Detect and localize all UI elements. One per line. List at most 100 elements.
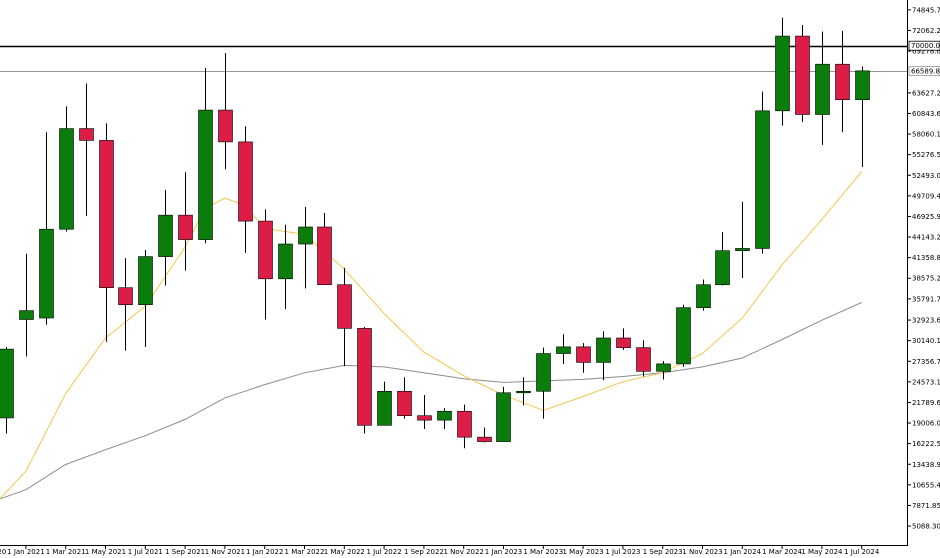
price-tick-label: 69278.65 — [912, 48, 940, 56]
bear-candle-body — [835, 63, 850, 101]
slow-ma-line — [0, 302, 862, 500]
candle — [516, 377, 531, 406]
candle — [59, 106, 74, 232]
bear-candle-body — [317, 226, 332, 286]
bull-candle-body — [596, 337, 611, 363]
bull-candle-body — [556, 346, 571, 354]
bull-candle-body — [39, 228, 54, 319]
candle — [496, 386, 511, 442]
candle — [457, 404, 472, 449]
candle — [397, 377, 412, 419]
candle — [795, 24, 810, 122]
candle — [138, 249, 153, 347]
candle — [258, 209, 273, 320]
candle — [715, 232, 730, 286]
price-tag: 66589.84 — [908, 66, 940, 76]
time-tick-label: 1 Sep 2021 — [165, 548, 205, 556]
candle — [417, 394, 432, 430]
bear-candle-body — [238, 141, 253, 222]
candle — [337, 267, 352, 367]
candle — [477, 427, 492, 443]
price-tick-label: 27356.70 — [912, 358, 940, 366]
time-tick-label: 1 Mar 2023 — [523, 548, 563, 556]
time-tick-label: 1 Nov 2020 — [0, 548, 6, 556]
bull-candle-body — [696, 284, 711, 308]
candle — [158, 190, 173, 286]
bear-candle-body — [576, 346, 591, 363]
candle — [238, 126, 253, 253]
bull-candle-body — [656, 363, 671, 372]
time-tick-label: 1 Nov 2021 — [205, 548, 245, 556]
candle — [19, 253, 34, 357]
candle — [755, 91, 770, 254]
bear-candle-body — [636, 347, 651, 372]
time-tick-label: 1 Jul 2021 — [128, 548, 163, 556]
candle — [79, 83, 94, 216]
bull-candle-body — [715, 250, 730, 286]
price-tick-label: 41358.80 — [912, 254, 940, 262]
bear-candle-body — [99, 140, 114, 288]
candle — [278, 224, 293, 310]
time-tick-label: 1 May 2023 — [562, 548, 603, 556]
price-tick-label: 55276.55 — [912, 151, 940, 159]
bull-candle-body — [298, 226, 313, 245]
candle — [596, 331, 611, 381]
bear-candle-body — [417, 415, 432, 421]
price-axis: 74845.75 72062.20 69278.65 63627.20 60843.65… — [907, 6, 940, 531]
price-tick-label: 32923.65 — [912, 317, 940, 325]
time-tick-label: 1 Nov 2023 — [682, 548, 722, 556]
price-tick-label: 10655.40 — [912, 481, 940, 489]
bull-candle-body — [0, 348, 14, 419]
bear-candle-body — [457, 410, 472, 438]
bear-candle-body — [397, 390, 412, 416]
price-tick-label: 24573.15 — [912, 378, 940, 386]
candle — [556, 334, 571, 364]
time-tick-label: 1 Nov 2022 — [444, 548, 484, 556]
bull-candle-body — [59, 128, 74, 230]
candle — [735, 201, 750, 279]
candle — [118, 258, 133, 351]
price-tag-box — [908, 40, 940, 51]
horizontal-levels — [0, 45, 907, 72]
candle — [317, 212, 332, 286]
bear-candle-body — [337, 284, 352, 329]
time-tick-label: 1 Jul 2022 — [367, 548, 402, 556]
price-tick-label: 35791.70 — [912, 295, 940, 303]
bull-candle-body — [278, 243, 293, 280]
bear-candle-body — [477, 436, 492, 442]
bull-candle-body — [198, 109, 213, 240]
time-tick-label: 1 Jan 2021 — [7, 548, 45, 556]
time-tick-label: 1 May 2021 — [85, 548, 126, 556]
bull-candle-body — [19, 310, 34, 320]
candle — [298, 207, 313, 289]
price-tick-label: 46925.90 — [912, 213, 940, 221]
time-tick-label: 1 Mar 2024 — [762, 548, 802, 556]
bear-candle-body — [616, 337, 631, 348]
candle — [676, 304, 691, 367]
price-tick-label: 44143.25 — [912, 234, 940, 242]
bull-candle-body — [158, 214, 173, 257]
time-tick-label: 1 Jul 2023 — [605, 548, 640, 556]
bear-candle-body — [118, 287, 133, 305]
price-tick-label: 7871.85 — [912, 502, 940, 510]
bear-candle-body — [258, 220, 273, 280]
bull-candle-body — [855, 70, 870, 101]
candle — [39, 132, 54, 325]
candle — [357, 326, 372, 434]
bull-candle-body — [775, 35, 790, 112]
price-tick-label: 13438.95 — [912, 461, 940, 469]
bear-candle-body — [795, 35, 810, 115]
time-tick-label: 1 May 2022 — [324, 548, 365, 556]
candle — [99, 123, 114, 342]
price-tick-label: 19006.05 — [912, 420, 940, 428]
price-tick-label: 58060.10 — [912, 131, 940, 139]
price-tag-label: 66589.84 — [911, 67, 940, 75]
candle — [815, 31, 830, 145]
price-tick-label: 60843.65 — [912, 110, 940, 118]
price-tick-label: 52493.00 — [912, 172, 940, 180]
candle — [656, 360, 671, 380]
time-tick-label: 1 Sep 2023 — [643, 548, 683, 556]
time-tick-label: 1 Jul 2024 — [844, 548, 880, 556]
